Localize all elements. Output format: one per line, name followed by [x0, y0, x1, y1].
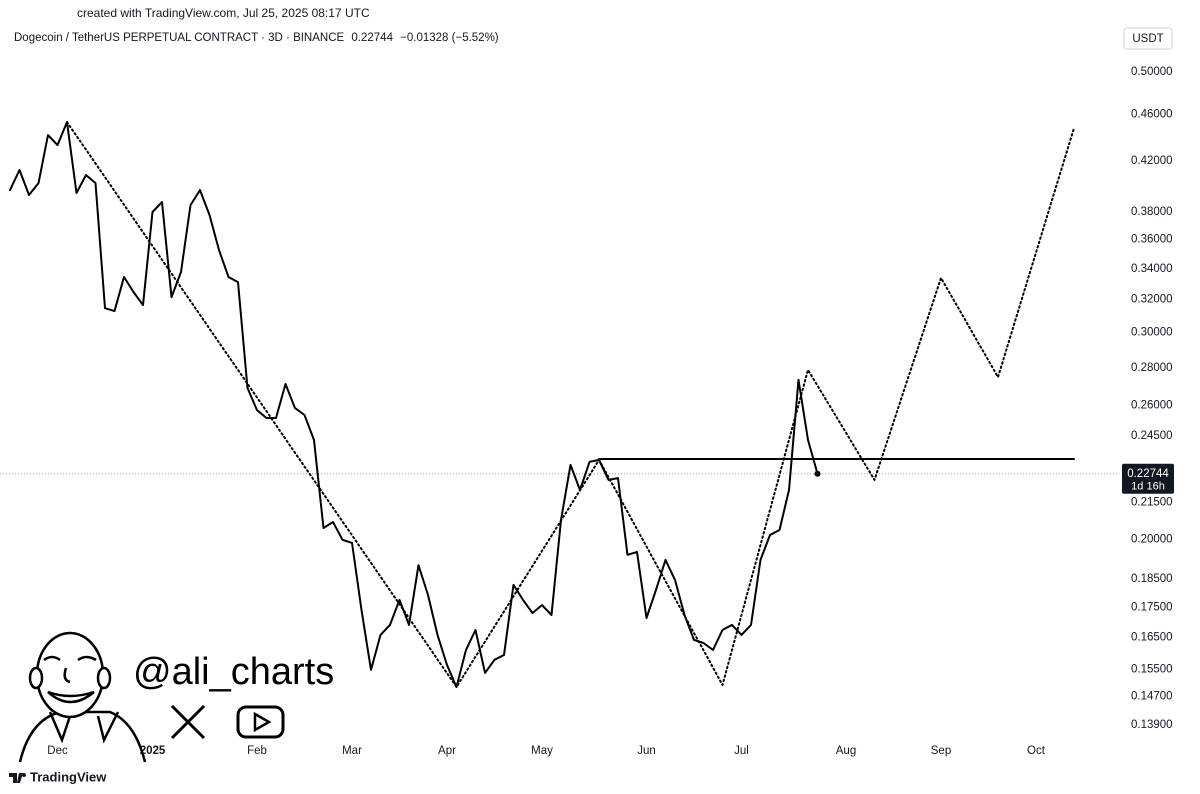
y-tick-label: 0.46000 [1131, 109, 1173, 121]
countdown-label: 1d 16h [1131, 481, 1165, 493]
x-tick-label: 2025 [140, 745, 166, 757]
y-tick-label: 0.28000 [1131, 362, 1173, 374]
y-tick-label: 0.32000 [1131, 294, 1173, 306]
x-tick-label: Oct [1027, 745, 1046, 757]
youtube-icon [236, 705, 285, 739]
y-tick-label: 0.15500 [1131, 663, 1173, 675]
y-tick-label: 0.42000 [1131, 155, 1173, 167]
y-tick-label: 0.26000 [1131, 400, 1173, 412]
x-icon [170, 704, 206, 740]
y-tick-label: 0.13900 [1131, 719, 1173, 731]
header-change: −0.01328 (−5.52%) [400, 32, 499, 44]
price-line [9, 121, 819, 688]
y-tick-label: 0.14700 [1131, 690, 1173, 702]
x-tick-label: Sep [931, 745, 951, 757]
y-tick-label: 0.17500 [1131, 601, 1173, 613]
brand: TradingView [30, 769, 107, 784]
chart-title: Dogecoin / TetherUS PERPETUAL CONTRACT ·… [14, 32, 345, 44]
price-label: 0.22744 [1127, 468, 1169, 480]
x-tick-label: Feb [247, 745, 267, 757]
x-tick-label: Mar [342, 745, 362, 757]
created-note: created with TradingView.com, Jul 25, 20… [77, 6, 370, 20]
y-tick-label: 0.18500 [1131, 573, 1173, 585]
y-tick-label: 0.16500 [1131, 631, 1173, 643]
last-point [814, 470, 821, 477]
x-tick-label: Jul [734, 745, 749, 757]
y-tick-label: 0.50000 [1131, 66, 1173, 78]
brand-logo [9, 773, 26, 783]
y-tick-label: 0.36000 [1131, 234, 1173, 246]
unit-label: USDT [1132, 33, 1163, 45]
x-tick-label: Aug [836, 745, 856, 757]
y-tick-label: 0.34000 [1131, 263, 1173, 275]
price-label-box [1122, 463, 1174, 494]
projection-line [66, 121, 1075, 688]
chart-header: Dogecoin / TetherUS PERPETUAL CONTRACT ·… [14, 32, 499, 44]
unit-box [1123, 27, 1173, 50]
y-tick-label: 0.30000 [1131, 327, 1173, 339]
header-price: 0.22744 [351, 32, 393, 44]
y-tick-label: 0.20000 [1131, 533, 1173, 545]
x-tick-label: May [531, 745, 553, 757]
y-tick-label: 0.38000 [1131, 206, 1173, 218]
x-tick-label: Dec [47, 745, 68, 757]
avatar [18, 631, 147, 763]
plot-area: 0.50000 0.46000 0.42000 0.38000 0.36000 0.340… [0, 66, 1174, 757]
x-tick-label: Jun [637, 745, 656, 757]
watermark: @ali_charts [133, 651, 334, 693]
y-tick-label: 0.24500 [1131, 430, 1173, 442]
x-tick-label: Apr [438, 745, 456, 757]
y-tick-label: 0.21500 [1131, 496, 1173, 508]
